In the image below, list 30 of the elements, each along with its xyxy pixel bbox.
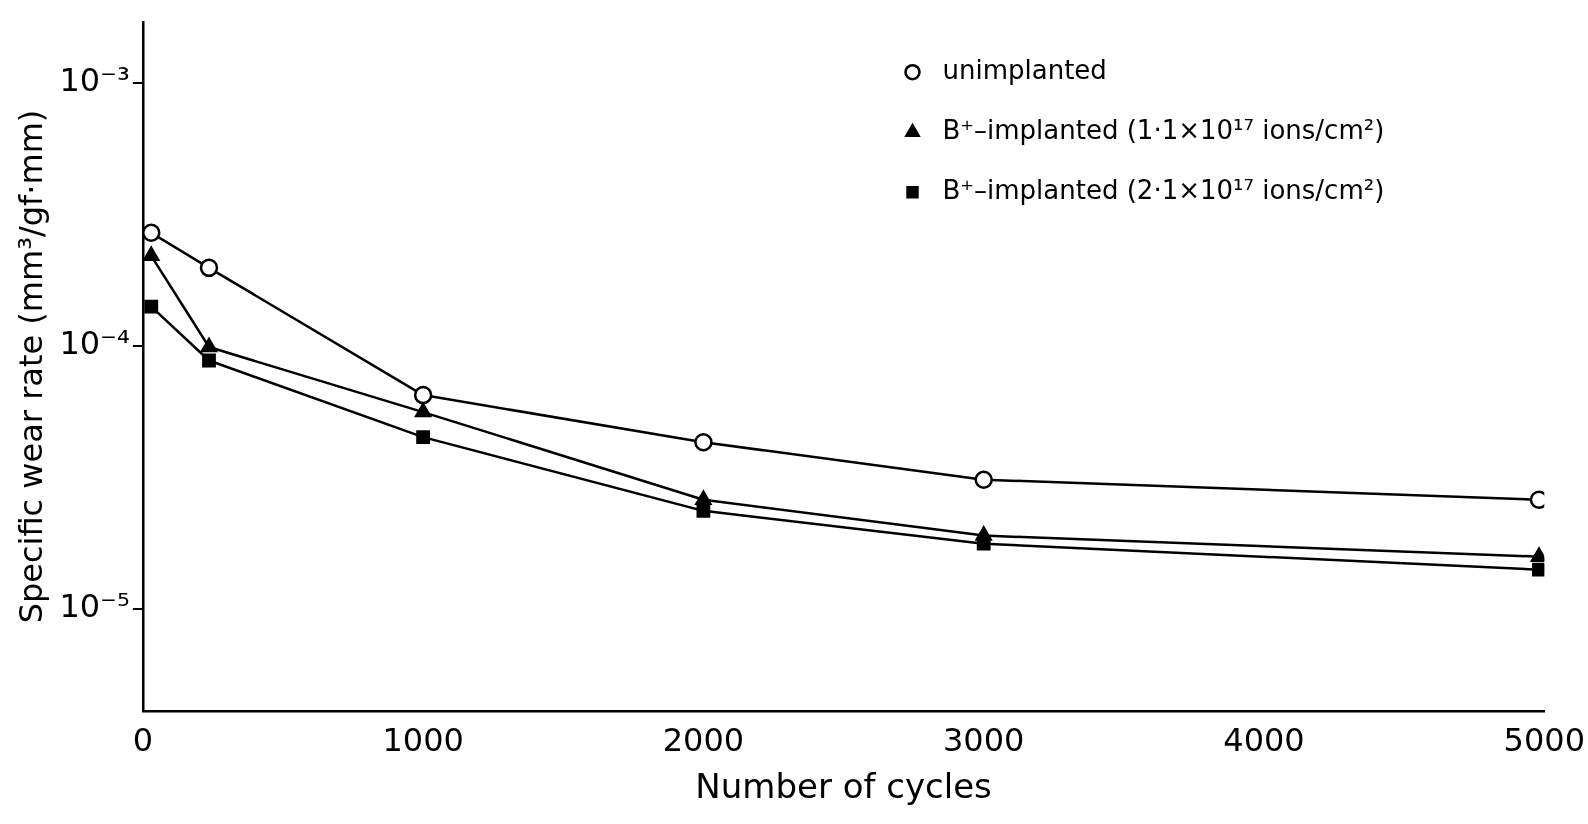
x-tick-label: 3000	[942, 721, 1025, 760]
x-tick-label: 5000	[1503, 721, 1585, 760]
point	[975, 526, 992, 541]
point	[142, 223, 161, 243]
point	[974, 470, 993, 489]
y-tick-label: 10⁻⁴	[59, 324, 130, 363]
y-tick-label: 10⁻³	[59, 61, 130, 100]
y-tick-label: 10⁻⁵	[59, 587, 130, 626]
point	[696, 503, 711, 518]
point	[199, 258, 219, 278]
point	[143, 246, 160, 262]
x-tick-label: 0	[132, 721, 154, 760]
point	[1532, 562, 1545, 577]
point	[416, 430, 431, 445]
point	[413, 385, 433, 405]
legend-label: B⁺–implanted (1·1×10¹⁷ ions/cm²)	[942, 114, 1385, 145]
point	[200, 337, 218, 353]
point	[694, 433, 713, 452]
point	[414, 402, 432, 418]
x-axis-title: Number of cycles	[695, 766, 992, 807]
point	[202, 353, 216, 368]
x-tick-label: 4000	[1223, 721, 1305, 760]
y-axis-title: Specific wear rate (mm³/gf·mm)	[11, 109, 50, 624]
x-tick-label: 1000	[382, 721, 464, 760]
point	[1530, 547, 1545, 562]
point	[695, 490, 712, 506]
point	[144, 299, 159, 314]
x-tick-label: 2000	[662, 721, 745, 760]
legend-label: unimplanted	[942, 54, 1107, 85]
legend-label: B⁺–implanted (2·1×10¹⁷ ions/cm²)	[942, 174, 1385, 205]
